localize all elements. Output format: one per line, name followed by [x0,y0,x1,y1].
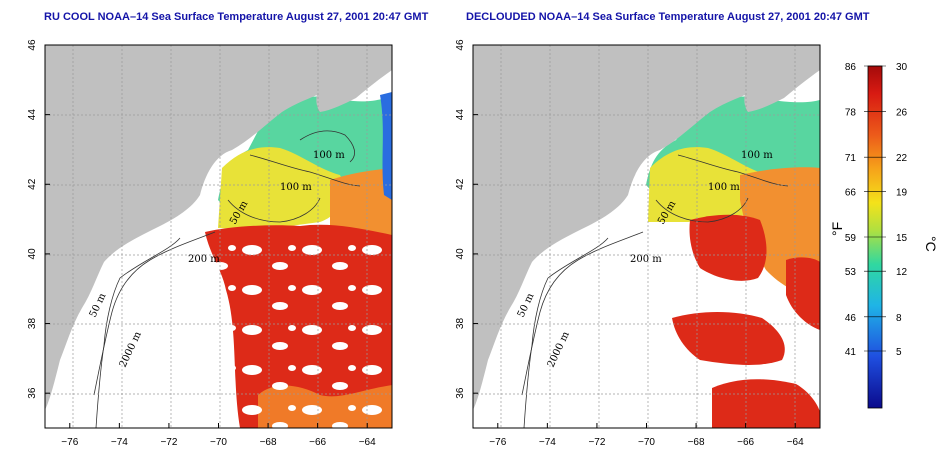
colorbar-ticks: 30 86 26 78 22 71 19 66 15 59 12 53 8 46 5 41 [845,62,908,358]
right-land-us-coast [473,45,820,410]
right-sst-gulfstream-patch [689,214,767,281]
colorbar-fahrenheit-tick: 59 [845,233,857,244]
lat-tick-label: 36 [27,387,38,399]
left-sst-orange-band [330,168,392,245]
lat-tick-label: 44 [455,109,466,121]
lon-tick-label: −70 [638,437,655,448]
axis-tick-labels: −76 −74 −72 −70 −68 −66 −64 46 44 42 40 38 36 −76 −74 −… [27,39,804,448]
right-sst-south-patch-a [672,312,785,365]
left-contour-gom [299,130,355,163]
lat-tick-label: 40 [455,248,466,260]
colorbar-celsius-tick: 15 [896,233,908,244]
left-contour-100m [249,154,361,187]
left-contour-label-100m-north: 100 m [313,150,345,161]
lat-tick-label: 42 [27,178,38,190]
lon-tick-label: −76 [489,437,506,448]
lon-tick-label: −74 [539,437,556,448]
right-sst-south-patch-b [712,379,820,428]
lat-tick-label: 36 [455,387,466,399]
left-contour-50m [227,197,321,223]
lon-tick-label: −64 [787,437,804,448]
colorbar-fahrenheit-tick: 46 [845,313,857,324]
lon-tick-label: −72 [588,437,605,448]
lat-tick-label: 46 [27,39,38,51]
lat-tick-label: 46 [455,39,466,51]
colorbar-celsius-tick: 5 [896,347,902,358]
colorbar-celsius-tick: 19 [896,187,908,198]
lon-tick-label: −68 [260,437,277,448]
left-graticule [45,45,392,428]
left-contour-2000m [95,237,181,428]
right-map-panel: 100 m 100 m 50 m 200 m 50 m 2000 m [472,44,821,429]
lon-tick-label: −74 [111,437,128,448]
colorbar-fahrenheit-tick: 86 [845,62,857,73]
right-sst-east-red [786,257,820,330]
right-graticule [473,45,820,428]
right-contour-2000m [523,237,609,428]
lon-tick-label: −66 [737,437,754,448]
colorbar-fahrenheit-tick: 71 [845,153,857,164]
colorbar-celsius-tick: 8 [896,313,902,324]
left-panel-title: RU COOL NOAA–14 Sea Surface Temperature … [44,11,429,23]
left-land-nova-scotia [316,45,392,112]
lat-tick-label: 42 [455,178,466,190]
lat-tick-label: 38 [27,318,38,330]
right-contour-label-100m-north: 100 m [741,150,773,161]
right-panel-title: DECLOUDED NOAA–14 Sea Surface Temperatur… [466,11,870,23]
left-cloud-gaps [200,240,392,428]
left-blue-edge [380,92,392,200]
lon-tick-label: −68 [688,437,705,448]
left-contour-label-200m: 200 m [188,254,220,265]
colorbar-fahrenheit-tick: 66 [845,187,857,198]
left-contour-200m [93,231,216,396]
colorbar-fahrenheit-unit: °F [829,222,845,236]
lon-tick-label: −64 [359,437,376,448]
colorbar-fahrenheit-tick: 53 [845,267,857,278]
right-contour-50m [655,197,749,223]
lon-tick-label: −66 [309,437,326,448]
colorbar: 30 86 26 78 22 71 19 66 15 59 12 53 8 46 5 41 °F °C [829,62,939,409]
colorbar-fahrenheit-tick: 78 [845,108,857,119]
lat-tick-label: 38 [455,318,466,330]
colorbar-celsius-tick: 26 [896,108,908,119]
left-map-panel: 100 m 100 m 50 m 200 m 50 m 2000 m [44,44,393,429]
lon-tick-label: −70 [210,437,227,448]
right-contour-label-200m: 200 m [630,254,662,265]
lon-tick-label: −76 [61,437,78,448]
right-contour-label-100m-south: 100 m [708,182,740,193]
colorbar-celsius-tick: 12 [896,267,908,278]
colorbar-celsius-unit: °C [923,236,939,252]
right-land-nova-scotia [744,45,820,112]
colorbar-celsius-tick: 22 [896,153,908,164]
left-contour-label-100m-south: 100 m [280,182,312,193]
right-contour-200m [521,231,644,396]
lat-tick-label: 40 [27,248,38,260]
left-sst-gom-yellow [218,147,344,230]
lon-tick-label: −72 [160,437,177,448]
colorbar-fahrenheit-tick: 41 [845,347,857,358]
lat-tick-label: 44 [27,109,38,121]
left-land-us-coast [45,45,392,410]
colorbar-celsius-tick: 30 [896,62,908,73]
right-contour-100m [677,154,789,187]
